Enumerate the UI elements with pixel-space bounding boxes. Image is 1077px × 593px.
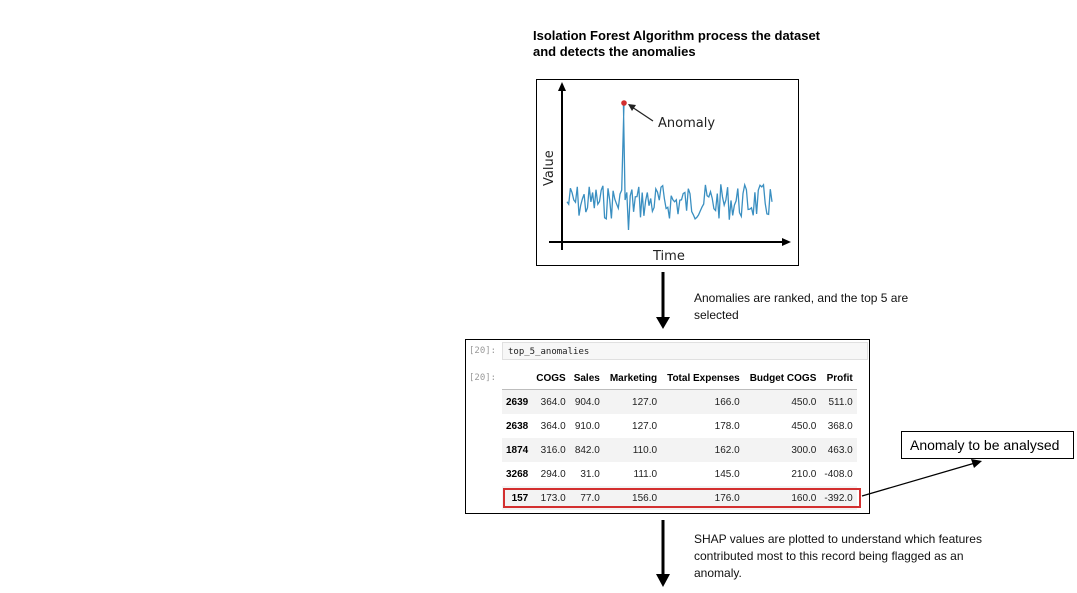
- row-index: 157: [511, 492, 529, 504]
- table-cell: -392.0: [824, 492, 853, 504]
- table-cell: 156.0: [632, 492, 658, 504]
- y-axis-arrowhead: [558, 82, 566, 91]
- code-input[interactable]: top_5_anomalies: [502, 342, 868, 360]
- table-cell: 368.0: [827, 420, 853, 432]
- table-cell: 210.0: [791, 468, 817, 480]
- table-cell: 173.0: [540, 492, 566, 504]
- table-cell: 77.0: [580, 492, 600, 504]
- column-header: Marketing: [609, 373, 658, 384]
- table-cell: 511.0: [828, 396, 853, 408]
- anomaly-plot: Anomaly Time Value: [536, 79, 799, 266]
- pointer-arrow-head: [628, 104, 636, 111]
- table-cell: 160.0: [791, 492, 817, 504]
- row-index: 2639: [506, 396, 529, 408]
- column-header: [502, 368, 532, 390]
- row-index: 3268: [506, 468, 529, 480]
- callout-connector-line: [861, 462, 976, 497]
- row-index: 1874: [506, 444, 529, 456]
- pointer-arrow-icon: [631, 106, 654, 122]
- y-axis-label: Value: [542, 150, 557, 186]
- table-cell: 463.0: [827, 444, 853, 456]
- x-axis-arrowhead: [782, 238, 791, 246]
- input-prompt: [20]:: [469, 346, 497, 356]
- x-axis-label: Time: [652, 249, 685, 264]
- table-row: 2639 364.0 904.0 127.0 166.0 450.0 511.0: [502, 389, 857, 414]
- table-cell: 166.0: [714, 396, 740, 408]
- column-header: Budget COGS: [749, 373, 817, 384]
- table-cell: 162.0: [714, 444, 740, 456]
- column-header: Sales: [573, 373, 600, 384]
- table-cell: 127.0: [632, 396, 658, 408]
- table-header-row: COGS Sales Marketing Total Expenses Budg…: [502, 368, 857, 390]
- anomaly-label: Anomaly: [658, 116, 715, 131]
- column-header: Total Expenses: [667, 373, 740, 384]
- table-row: 1874 316.0 842.0 110.0 162.0 300.0 463.0: [502, 438, 857, 462]
- table-cell: 111.0: [633, 468, 658, 480]
- row-index: 2638: [506, 420, 529, 432]
- table-cell: 364.0: [540, 396, 566, 408]
- ranking-note: Anomalies are ranked, and the top 5 are …: [694, 291, 909, 322]
- table-cell: 364.0: [540, 420, 566, 432]
- table-cell: 910.0: [574, 420, 600, 432]
- column-header: Profit: [826, 373, 853, 384]
- table-row: 3268 294.0 31.0 111.0 145.0 210.0 -408.0: [502, 462, 857, 486]
- callout-arrowhead-icon: [971, 459, 982, 468]
- table-cell: 176.0: [714, 492, 740, 504]
- table-cell: 450.0: [791, 396, 817, 408]
- table-cell: 450.0: [791, 420, 817, 432]
- down-arrow-icon: [656, 272, 670, 329]
- table-row: 2638 364.0 910.0 127.0 178.0 450.0 368.0: [502, 414, 857, 438]
- table-cell: -408.0: [824, 468, 853, 480]
- table-cell: 178.0: [714, 420, 740, 432]
- table-cell: 31.0: [580, 468, 600, 480]
- table-cell: 300.0: [791, 444, 817, 456]
- table-cell: 842.0: [574, 444, 600, 456]
- highlighted-row-outline: [503, 488, 861, 508]
- table-cell: 110.0: [632, 444, 658, 456]
- column-header: COGS: [536, 373, 566, 384]
- plot-svg: Anomaly Time Value: [542, 82, 791, 264]
- down-arrow-icon: [656, 520, 670, 587]
- anomaly-callout-box: Anomaly to be analysed: [901, 431, 1074, 459]
- diagram-heading: Isolation Forest Algorithm process the d…: [533, 28, 821, 59]
- table-cell: 127.0: [632, 420, 658, 432]
- time-series-line: [566, 102, 773, 231]
- table-cell: 316.0: [540, 444, 566, 456]
- table-cell: 145.0: [714, 468, 740, 480]
- table-cell: 904.0: [574, 396, 600, 408]
- anomaly-point: [621, 100, 627, 106]
- shap-note: SHAP values are plotted to understand wh…: [694, 532, 982, 580]
- table-cell: 294.0: [540, 468, 566, 480]
- output-prompt: [20]:: [469, 373, 497, 383]
